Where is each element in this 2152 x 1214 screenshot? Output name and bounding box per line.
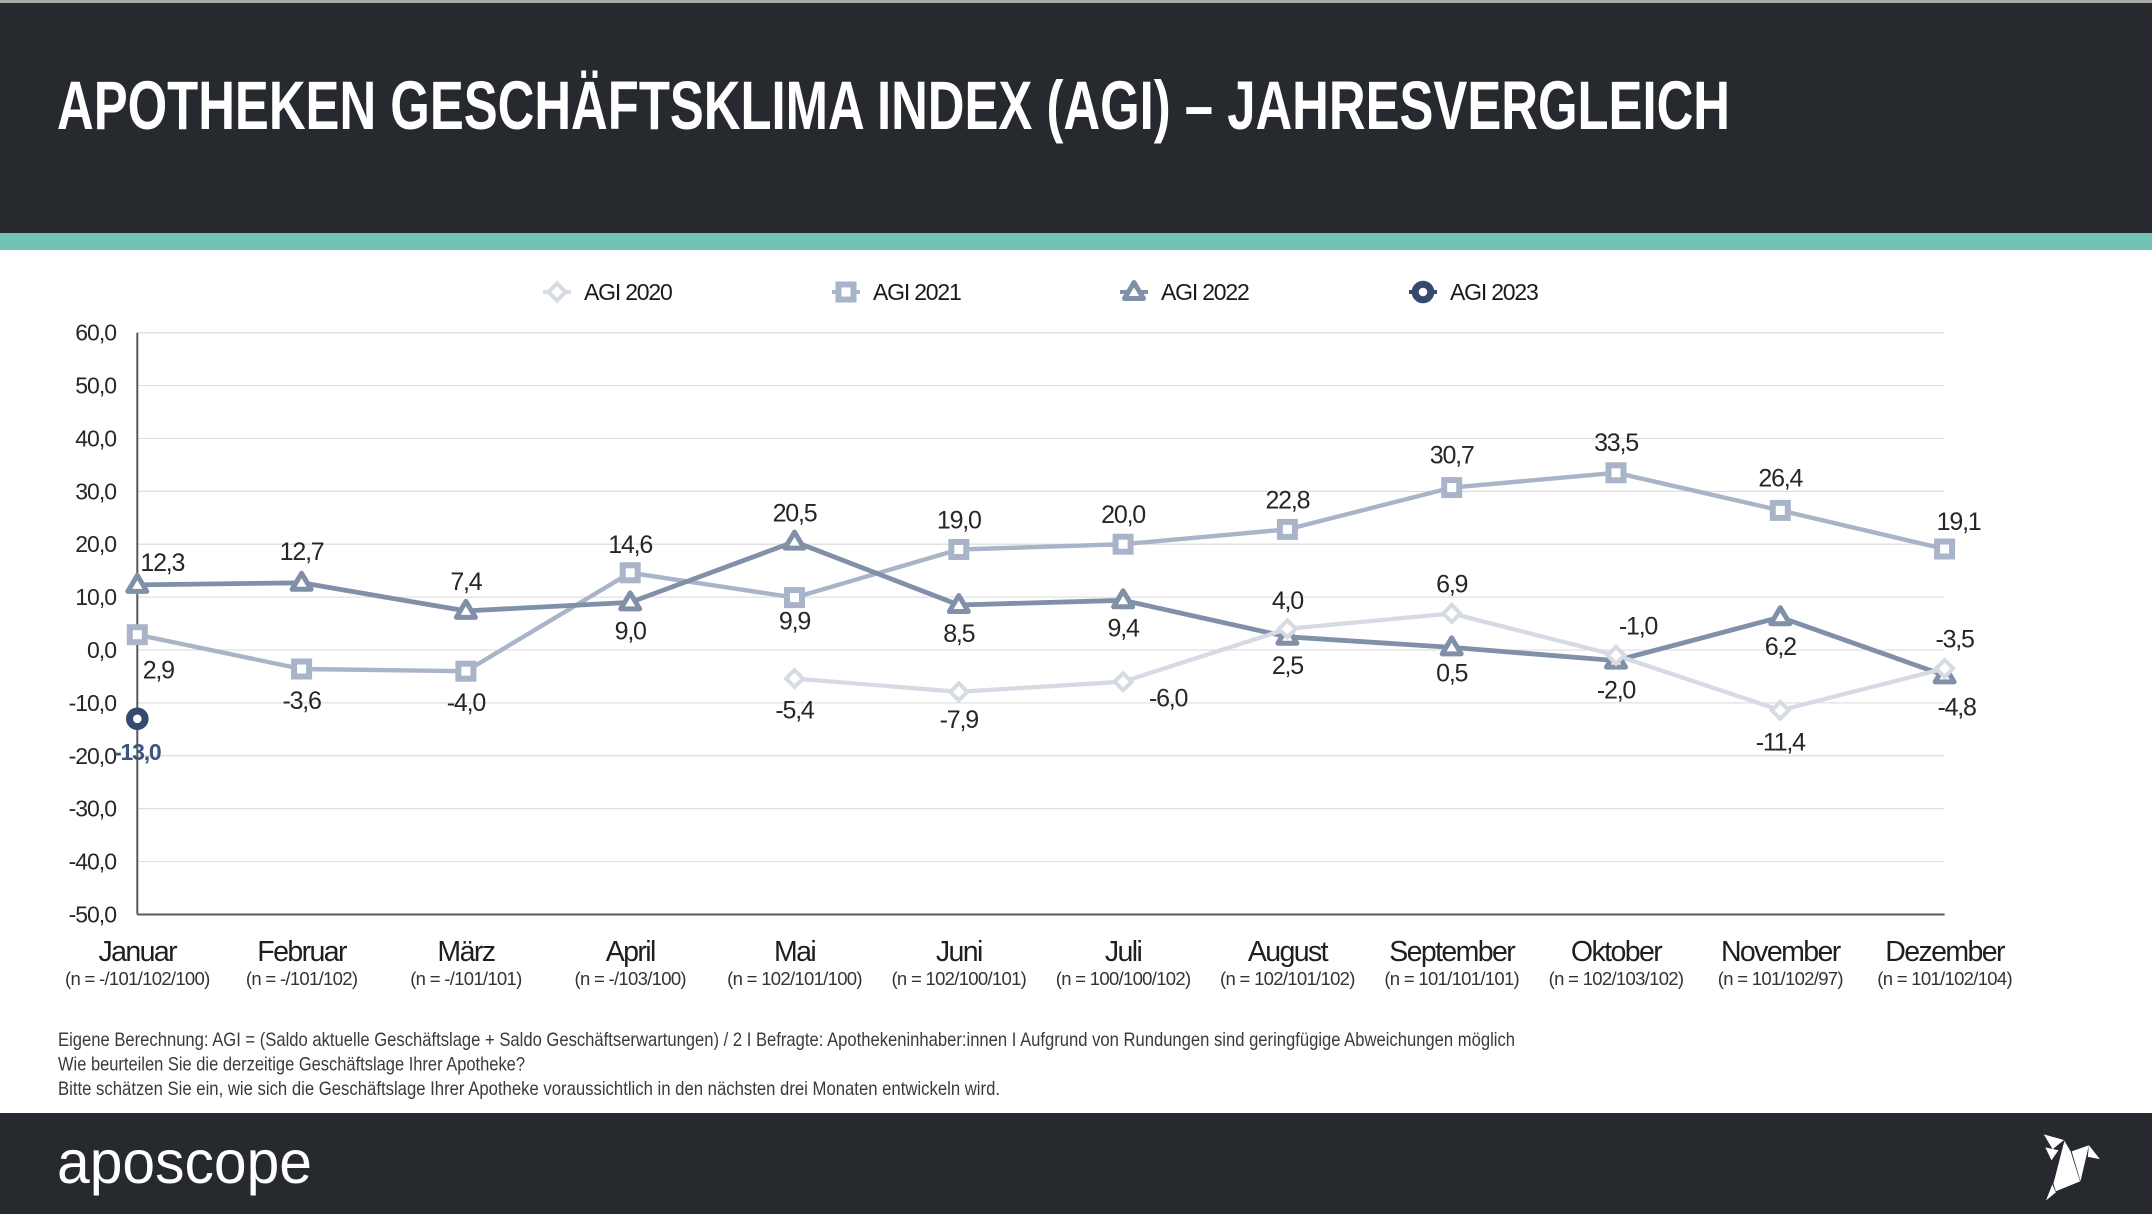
svg-text:0,5: 0,5: [1436, 659, 1467, 687]
svg-text:Wie beurteilen Sie die derzeit: Wie beurteilen Sie die derzeitige Geschä…: [58, 1054, 525, 1076]
svg-text:30,0: 30,0: [75, 478, 116, 504]
svg-text:(n = 101/102/104): (n = 101/102/104): [1877, 968, 2012, 989]
svg-text:20,0: 20,0: [1101, 501, 1145, 529]
svg-text:Juli: Juli: [1105, 936, 1142, 968]
svg-text:2,5: 2,5: [1272, 652, 1303, 680]
svg-text:12,3: 12,3: [140, 549, 184, 577]
svg-text:(n = 101/101/101): (n = 101/101/101): [1384, 968, 1519, 989]
svg-text:-11,4: -11,4: [1756, 728, 1806, 756]
svg-text:4,0: 4,0: [1272, 587, 1303, 615]
svg-text:April: April: [606, 936, 655, 968]
svg-text:26,4: 26,4: [1758, 464, 1803, 492]
svg-text:-2,0: -2,0: [1597, 677, 1636, 705]
svg-text:Bitte schätzen Sie ein, wie si: Bitte schätzen Sie ein, wie sich die Ges…: [58, 1078, 1000, 1100]
svg-text:19,0: 19,0: [937, 507, 981, 535]
svg-text:-50,0: -50,0: [69, 902, 117, 928]
svg-text:-6,0: -6,0: [1149, 685, 1188, 713]
svg-text:APOTHEKEN GESCHÄFTSKLIMA INDEX: APOTHEKEN GESCHÄFTSKLIMA INDEX (AGI) – J…: [57, 67, 1730, 144]
svg-text:Mai: Mai: [774, 936, 815, 968]
svg-text:Dezember: Dezember: [1885, 936, 2006, 968]
svg-text:7,4: 7,4: [450, 568, 482, 596]
svg-text:8,5: 8,5: [943, 620, 974, 648]
svg-text:2,9: 2,9: [143, 657, 174, 685]
svg-text:AGI 2021: AGI 2021: [873, 279, 961, 305]
svg-text:6,2: 6,2: [1765, 633, 1796, 661]
svg-text:20,5: 20,5: [773, 500, 817, 528]
svg-text:30,7: 30,7: [1430, 442, 1474, 470]
svg-text:33,5: 33,5: [1594, 429, 1638, 457]
svg-text:9,4: 9,4: [1108, 614, 1140, 642]
svg-text:9,9: 9,9: [779, 608, 810, 636]
svg-text:-40,0: -40,0: [69, 849, 117, 875]
svg-text:22,8: 22,8: [1265, 486, 1309, 514]
svg-text:(n = -/103/100): (n = -/103/100): [575, 968, 687, 989]
svg-text:Juni: Juni: [936, 936, 982, 968]
svg-text:20,0: 20,0: [75, 531, 116, 557]
svg-text:-4,8: -4,8: [1937, 693, 1976, 721]
svg-text:(n = 102/103/102): (n = 102/103/102): [1549, 968, 1684, 989]
svg-text:-13,0: -13,0: [114, 739, 161, 765]
svg-text:-7,9: -7,9: [940, 706, 979, 734]
svg-text:AGI 2023: AGI 2023: [1450, 279, 1538, 305]
svg-text:0,0: 0,0: [87, 637, 116, 663]
svg-text:-10,0: -10,0: [69, 690, 117, 716]
svg-text:aposcope: aposcope: [57, 1128, 312, 1196]
svg-text:AGI 2022: AGI 2022: [1161, 279, 1249, 305]
svg-text:-20,0: -20,0: [69, 743, 117, 769]
svg-text:-30,0: -30,0: [69, 796, 117, 822]
svg-text:(n = 101/102/97): (n = 101/102/97): [1718, 968, 1844, 989]
svg-text:-4,0: -4,0: [447, 689, 486, 717]
svg-text:März: März: [437, 936, 494, 968]
svg-text:19,1: 19,1: [1937, 508, 1981, 536]
svg-text:(n = -/101/102/100): (n = -/101/102/100): [65, 968, 210, 989]
svg-text:9,0: 9,0: [615, 617, 646, 645]
svg-text:-5,4: -5,4: [775, 697, 815, 725]
svg-text:(n = -/101/102): (n = -/101/102): [246, 968, 358, 989]
svg-text:-3,5: -3,5: [1935, 626, 1974, 654]
svg-text:14,6: 14,6: [608, 531, 652, 559]
svg-text:(n = -/101/101): (n = -/101/101): [410, 968, 522, 989]
svg-text:10,0: 10,0: [75, 584, 116, 610]
svg-text:-3,6: -3,6: [282, 687, 321, 715]
svg-text:Oktober: Oktober: [1571, 936, 1663, 968]
svg-text:(n = 102/101/100): (n = 102/101/100): [727, 968, 862, 989]
svg-text:(n = 102/100/101): (n = 102/100/101): [891, 968, 1026, 989]
svg-text:50,0: 50,0: [75, 373, 116, 399]
svg-text:-1,0: -1,0: [1619, 612, 1658, 640]
svg-text:40,0: 40,0: [75, 425, 116, 451]
svg-text:AGI 2020: AGI 2020: [584, 279, 672, 305]
svg-text:Januar: Januar: [99, 936, 179, 968]
svg-text:6,9: 6,9: [1436, 571, 1467, 599]
svg-text:August: August: [1248, 936, 1329, 968]
svg-text:12,7: 12,7: [280, 538, 324, 566]
svg-text:Eigene Berechnung: AGI = (Sald: Eigene Berechnung: AGI = (Saldo aktuelle…: [58, 1029, 1515, 1051]
svg-text:November: November: [1721, 936, 1842, 968]
svg-text:Februar: Februar: [257, 936, 348, 968]
svg-text:(n = 102/101/102): (n = 102/101/102): [1220, 968, 1355, 989]
svg-text:60,0: 60,0: [75, 320, 116, 346]
svg-text:(n = 100/100/102): (n = 100/100/102): [1056, 968, 1191, 989]
svg-text:September: September: [1389, 936, 1516, 968]
